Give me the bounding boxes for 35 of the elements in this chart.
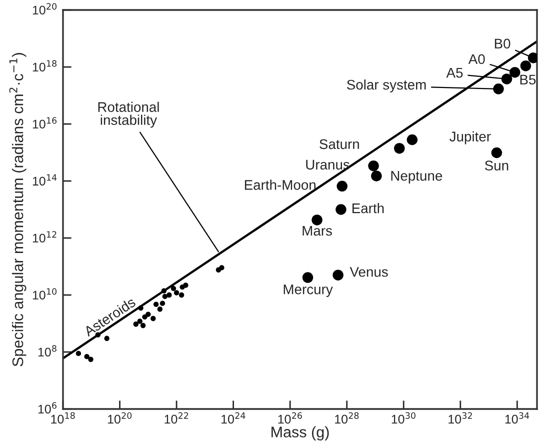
annotation: Neptune [391, 171, 442, 184]
y-tick-label: 10$^{8}$ [38, 345, 56, 357]
annotation: Rotational instability [98, 102, 159, 128]
annotation: Saturn [320, 139, 359, 150]
x-tick-label: 10$^{24}$ [222, 412, 246, 424]
annotation: Sun [484, 160, 508, 170]
x-tick-label: 10$^{22}$ [164, 412, 188, 424]
annotation: Earth-Moon [244, 180, 316, 190]
y-axis-title: Specific angular momentum (radians cm$^{2}$·c$^{−1}$) [9, 53, 26, 366]
x-tick-label: 10$^{26}$ [278, 412, 302, 424]
x-tick-label: 10$^{28}$ [335, 412, 359, 424]
y-tick-label: 10$^{14}$ [32, 174, 57, 186]
annotation: B5 [520, 74, 536, 85]
annotation: B0 [494, 38, 510, 49]
x-tick-label: 10$^{30}$ [392, 412, 416, 424]
x-tick-label: 10$^{32}$ [448, 412, 472, 424]
annotation: Mercury [284, 284, 333, 298]
y-tick-label: 10$^{18}$ [32, 60, 57, 72]
annotation: Solar system [346, 79, 426, 92]
annotation: Venus [350, 267, 388, 277]
y-tick-label: 10$^{12}$ [32, 231, 56, 243]
x-tick-label: 10$^{18}$ [51, 412, 75, 424]
x-axis-title: Mass (g) [272, 426, 329, 440]
y-tick-label: 10$^{10}$ [32, 288, 57, 300]
y-tick-label: 10$^{16}$ [32, 117, 57, 129]
annotation: Mars [302, 226, 332, 236]
annotation: A0 [468, 54, 485, 64]
y-tick-label: 10$^{6}$ [38, 402, 56, 414]
annotation: A5 [446, 68, 463, 78]
y-tick-label: 10$^{20}$ [32, 3, 57, 15]
x-tick-label: 10$^{34}$ [505, 412, 530, 424]
annotation: Earth [352, 203, 384, 214]
annotation: Jupiter [450, 131, 491, 144]
annotation: Uranus [306, 160, 350, 170]
x-tick-label: 10$^{20}$ [108, 412, 132, 424]
